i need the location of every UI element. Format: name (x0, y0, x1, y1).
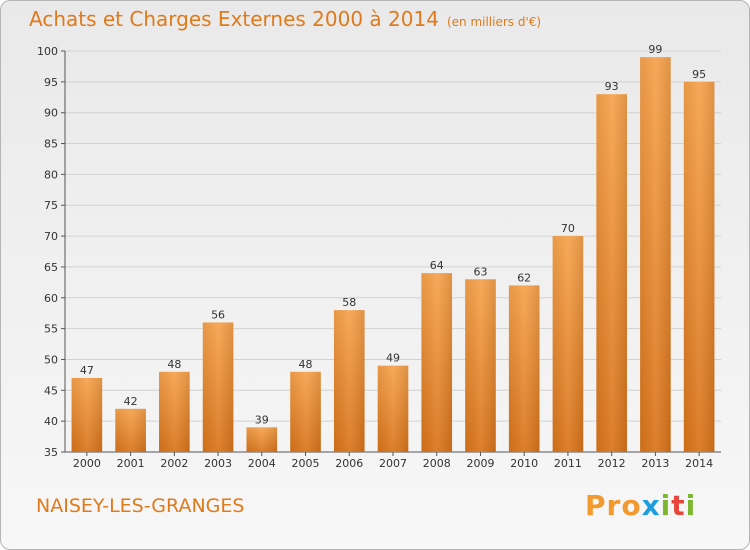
bar-shade-2014 (683, 81, 715, 452)
value-label: 49 (386, 352, 400, 365)
bar-shade-2005 (290, 371, 321, 452)
y-tick-label: 35 (44, 446, 58, 459)
x-tick-label: 2010 (510, 457, 538, 470)
bar-shade-2007 (377, 365, 409, 452)
x-tick-label: 2011 (554, 457, 582, 470)
x-tick-label: 2007 (379, 457, 407, 470)
logo-letter: x (641, 489, 661, 522)
bar-shade-2002 (159, 371, 190, 452)
x-tick-label: 2004 (248, 457, 276, 470)
x-tick-label: 2002 (160, 457, 188, 470)
x-tick-label: 2008 (423, 457, 451, 470)
logo-letter: r (606, 489, 622, 522)
x-tick-label: 2014 (685, 457, 713, 470)
logo-letter: t (671, 489, 686, 522)
x-tick-label: 2013 (641, 457, 669, 470)
value-label: 48 (299, 358, 313, 371)
x-tick-label: 2001 (117, 457, 145, 470)
bar-shade-2001 (115, 408, 146, 452)
place-name: NAISEY-LES-GRANGES (36, 495, 245, 517)
y-tick-label: 50 (44, 353, 58, 366)
logo-letter: P (585, 489, 607, 522)
value-label: 39 (255, 413, 269, 426)
y-tick-label: 40 (44, 415, 58, 428)
x-tick-label: 2000 (73, 457, 101, 470)
labels: 47 42 48 56 39 48 58 49 64 63 62 70 93 99 95 (80, 43, 706, 426)
y-tick-label: 90 (44, 107, 58, 120)
value-label: 48 (167, 358, 181, 371)
x-tick-label: 2006 (335, 457, 363, 470)
bar-shade-2003 (202, 322, 234, 452)
value-label: 42 (124, 395, 138, 408)
bar-shade-2011 (552, 236, 584, 452)
value-label: 95 (692, 68, 706, 81)
logo-letter: i (685, 489, 697, 522)
value-label: 70 (561, 222, 575, 235)
value-label: 64 (430, 259, 444, 272)
value-label: 99 (648, 43, 662, 56)
value-label: 47 (80, 364, 94, 377)
bar-shade-2009 (465, 279, 496, 452)
bar-shade-2010 (508, 285, 540, 452)
chart-title-text: Achats et Charges Externes 2000 à 2014 (29, 7, 439, 31)
bars (71, 57, 715, 453)
y-tick-label: 95 (44, 76, 58, 89)
proxiti-logo: Proxiti (585, 489, 696, 522)
y-tick-label: 55 (44, 323, 58, 336)
value-label: 63 (473, 265, 487, 278)
logo-letter: i (660, 489, 672, 522)
x-tick-label: 2009 (466, 457, 494, 470)
bar-shade-2004 (246, 427, 278, 452)
y-tick-label: 100 (37, 45, 58, 58)
bar-shade-2013 (640, 57, 671, 453)
y-tick-label: 75 (44, 199, 58, 212)
x-tick-label: 2003 (204, 457, 232, 470)
logo-letter: o (621, 489, 642, 522)
bar-shade-2000 (71, 377, 103, 452)
value-label: 58 (342, 296, 356, 309)
value-label: 93 (605, 80, 619, 93)
bar-shade-2008 (421, 273, 453, 452)
y-tick-label: 60 (44, 292, 58, 305)
y-tick-label: 85 (44, 138, 58, 151)
value-label: 62 (517, 271, 531, 284)
y-tick-label: 70 (44, 230, 58, 243)
axes: 35 40 45 50 55 60 65 70 75 80 85 90 95 100 2000 2001 200… (37, 45, 721, 470)
y-tick-label: 45 (44, 384, 58, 397)
chart-title: Achats et Charges Externes 2000 à 2014 (e… (29, 7, 541, 31)
bar-shade-2012 (596, 94, 627, 452)
y-tick-label: 80 (44, 168, 58, 181)
y-tick-label: 65 (44, 261, 58, 274)
bar-shade-2006 (333, 310, 365, 452)
x-tick-label: 2005 (292, 457, 320, 470)
value-label: 56 (211, 308, 225, 321)
chart-subtitle: (en milliers d'€) (446, 15, 542, 29)
x-tick-label: 2012 (598, 457, 626, 470)
